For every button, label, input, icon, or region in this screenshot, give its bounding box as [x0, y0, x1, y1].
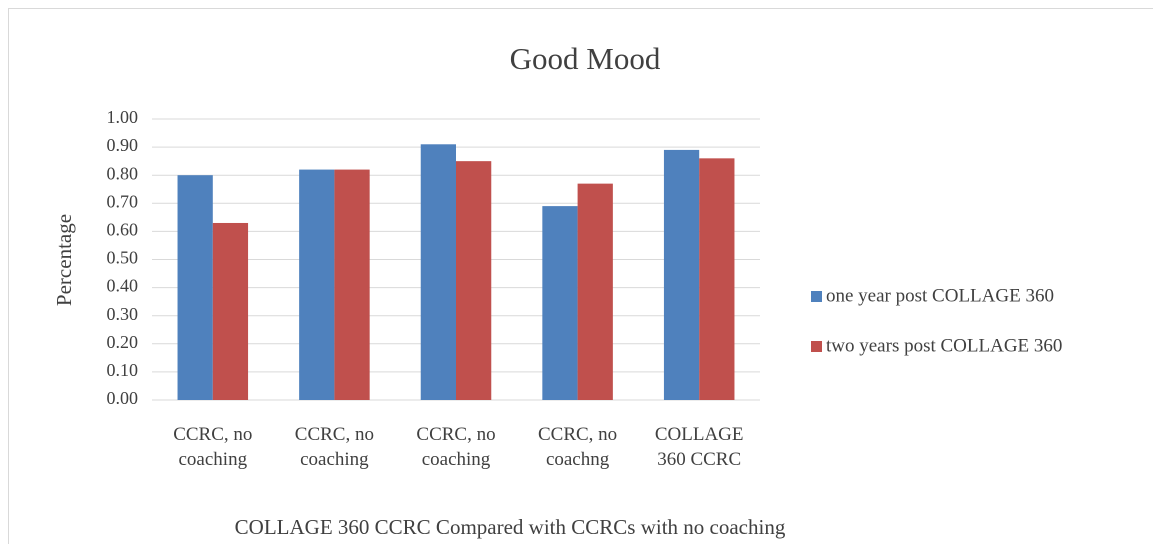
- y-tick-label: 1.00: [107, 107, 139, 127]
- y-tick-label: 0.90: [107, 135, 139, 155]
- x-tick-label: CCRC, no coaching: [416, 424, 496, 470]
- y-axis-label: Percentage: [52, 214, 76, 306]
- x-tick-label: CCRC, no coaching: [294, 424, 374, 470]
- y-tick-label: 0.80: [107, 163, 139, 183]
- x-tick-label: COLLAGE 360 CCRC: [654, 424, 744, 470]
- bar: [420, 144, 456, 400]
- x-axis-label: COLLAGE 360 CCRC Compared with CCRCs wit…: [235, 515, 786, 539]
- x-tick-label: CCRC, no coaching: [173, 424, 253, 470]
- y-tick-label: 0.50: [107, 248, 139, 268]
- bar: [542, 206, 578, 400]
- bar: [699, 158, 735, 400]
- chart-title: Good Mood: [510, 41, 661, 76]
- legend-marker: [811, 291, 822, 302]
- bar: [299, 169, 335, 400]
- bar: [212, 222, 249, 400]
- y-tick-label: 0.20: [107, 332, 139, 352]
- legend-label: two years post COLLAGE 360: [826, 335, 1062, 356]
- y-tick-label: 0.30: [107, 304, 139, 324]
- bar: [577, 183, 613, 400]
- legend-label: one year post COLLAGE 360: [826, 285, 1054, 306]
- y-tick-label: 0.40: [107, 276, 139, 296]
- y-tick-label: 0.70: [107, 191, 139, 211]
- y-tick-label: 0.00: [107, 388, 139, 408]
- y-tick-label: 0.10: [107, 360, 139, 380]
- bar: [177, 175, 213, 400]
- bar: [663, 149, 700, 400]
- legend-marker: [811, 341, 822, 352]
- y-tick-label: 0.60: [107, 220, 139, 240]
- x-tick-label: CCRC, no coachng: [537, 424, 618, 470]
- bar: [456, 161, 492, 400]
- bar: [334, 169, 370, 400]
